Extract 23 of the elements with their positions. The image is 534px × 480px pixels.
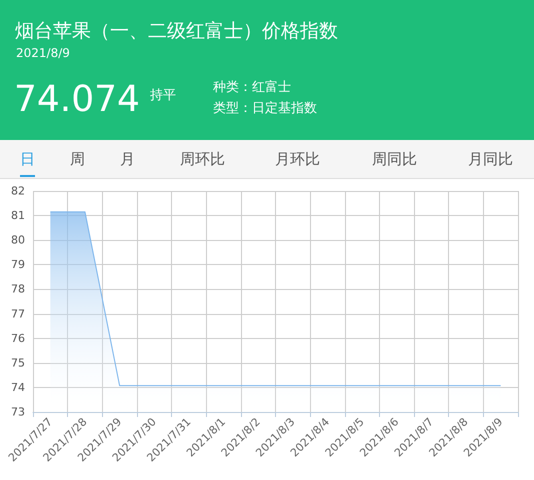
text: 月 <box>120 150 135 170</box>
y-tick-label: 75 <box>11 356 25 370</box>
y-tick-label: 76 <box>11 332 25 345</box>
y-tick-label: 77 <box>11 307 25 320</box>
text: 月同比 <box>468 150 513 170</box>
y-tick-label: 80 <box>11 234 25 247</box>
text: 月环比 <box>275 150 320 170</box>
text: 74.074 <box>14 78 140 122</box>
chart-title: 烟台苹果（一、二级红富士）价格指数 <box>15 19 338 44</box>
y-tick-label: 74 <box>11 380 25 394</box>
text: 周 <box>70 150 85 170</box>
y-tick-label: 73 <box>11 406 25 418</box>
y-tick-label: 79 <box>11 258 25 272</box>
y-tick-label: 81 <box>11 209 25 222</box>
text: 周同比 <box>372 150 417 170</box>
text: 类型：日定基指数 <box>213 100 317 117</box>
y-tick-label: 78 <box>11 282 25 296</box>
chart-subtitle: 2021/8/9 <box>16 46 70 60</box>
text: 日 <box>20 150 35 177</box>
text: 种类：红富士 <box>213 79 291 96</box>
y-tick-label: 82 <box>11 184 25 198</box>
text: 周环比 <box>180 150 225 170</box>
text: 持平 <box>150 87 176 104</box>
